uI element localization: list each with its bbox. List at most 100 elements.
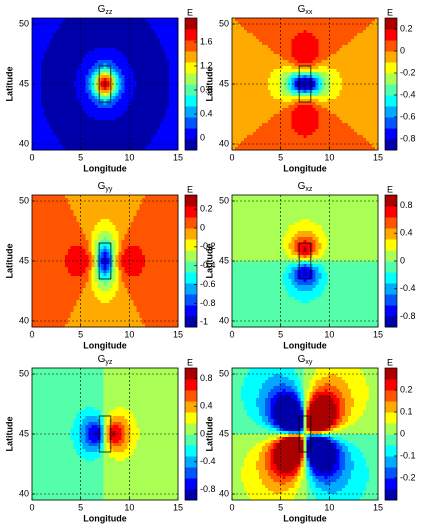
field-cell: [246, 81, 251, 85]
field-cell: [118, 207, 122, 211]
field-cell: [360, 21, 364, 25]
field-cell: [294, 27, 298, 31]
field-cell: [270, 57, 275, 61]
field-cell: [234, 105, 239, 109]
field-cell: [52, 72, 57, 76]
field-cell: [372, 144, 376, 148]
field-cell: [255, 54, 260, 58]
field-cell: [246, 45, 251, 49]
field-cell: [342, 57, 346, 61]
field-cell: [58, 72, 63, 76]
field-cell: [294, 30, 298, 34]
field-cell: [115, 54, 119, 58]
field-cell: [88, 63, 92, 67]
field-cell: [351, 132, 355, 136]
field-cell: [157, 204, 161, 208]
field-cell: [315, 21, 319, 25]
field-cell: [351, 96, 355, 100]
field-cell: [82, 138, 87, 142]
field-cell: [145, 81, 149, 85]
field-cell: [103, 207, 107, 211]
field-cell: [372, 114, 376, 118]
field-cell: [124, 138, 128, 142]
field-cell: [118, 63, 122, 67]
field-cell: [294, 60, 298, 64]
field-cell: [82, 114, 87, 118]
field-cell: [121, 123, 125, 127]
field-cell: [100, 126, 104, 130]
field-cell: [139, 195, 143, 199]
field-cell: [282, 39, 287, 43]
field-cell: [333, 96, 337, 100]
field-cell: [61, 225, 66, 229]
field-cell: [64, 66, 69, 70]
field-cell: [285, 147, 290, 151]
field-cell: [175, 198, 179, 202]
field-cell: [94, 225, 98, 229]
field-cell: [288, 135, 292, 139]
field-cell: [175, 27, 179, 31]
field-cell: [237, 36, 242, 40]
field-cell: [354, 93, 358, 97]
field-cell: [288, 147, 292, 151]
field-cell: [270, 111, 275, 115]
field-cell: [32, 111, 36, 115]
field-cell: [169, 51, 173, 55]
field-cell: [300, 126, 304, 130]
field-cell: [151, 78, 155, 82]
field-cell: [106, 69, 110, 73]
field-cell: [270, 126, 275, 130]
field-cell: [339, 18, 343, 22]
field-cell: [315, 84, 319, 88]
field-cell: [124, 78, 128, 82]
field-cell: [91, 24, 95, 28]
field-cell: [103, 126, 107, 130]
field-cell: [163, 93, 167, 97]
field-cell: [32, 33, 36, 37]
field-cell: [172, 48, 176, 52]
field-cell: [252, 27, 257, 31]
field-cell: [276, 108, 281, 112]
field-cell: [52, 120, 57, 124]
field-cell: [151, 204, 155, 208]
field-cell: [163, 81, 167, 85]
field-cell: [249, 99, 254, 103]
field-cell: [136, 201, 140, 205]
field-cell: [273, 81, 278, 85]
field-cell: [91, 222, 95, 226]
field-cell: [40, 75, 45, 79]
field-cell: [243, 105, 248, 109]
field-cell: [151, 39, 155, 43]
field-cell: [366, 30, 370, 34]
field-cell: [255, 132, 260, 136]
field-cell: [88, 207, 92, 211]
field-cell: [172, 141, 176, 145]
field-cell: [330, 105, 334, 109]
colorbar-step: [185, 84, 197, 96]
field-cell: [255, 123, 260, 127]
field-cell: [345, 72, 349, 76]
field-cell: [32, 27, 36, 31]
field-cell: [243, 81, 248, 85]
field-cell: [321, 42, 325, 46]
field-cell: [94, 63, 98, 67]
field-cell: [318, 129, 322, 133]
field-cell: [267, 39, 272, 43]
field-cell: [234, 84, 239, 88]
field-cell: [232, 63, 236, 67]
field-cell: [85, 72, 90, 76]
field-cell: [258, 90, 263, 94]
field-cell: [351, 42, 355, 46]
field-cell: [55, 48, 60, 52]
field-cell: [151, 213, 155, 217]
field-cell: [58, 213, 63, 217]
field-cell: [100, 144, 104, 148]
field-cell: [151, 102, 155, 106]
field-cell: [333, 84, 337, 88]
field-cell: [318, 144, 322, 148]
field-cell: [32, 105, 36, 109]
field-cell: [285, 24, 290, 28]
field-cell: [106, 114, 110, 118]
field-cell: [70, 213, 75, 217]
field-cell: [282, 123, 287, 127]
